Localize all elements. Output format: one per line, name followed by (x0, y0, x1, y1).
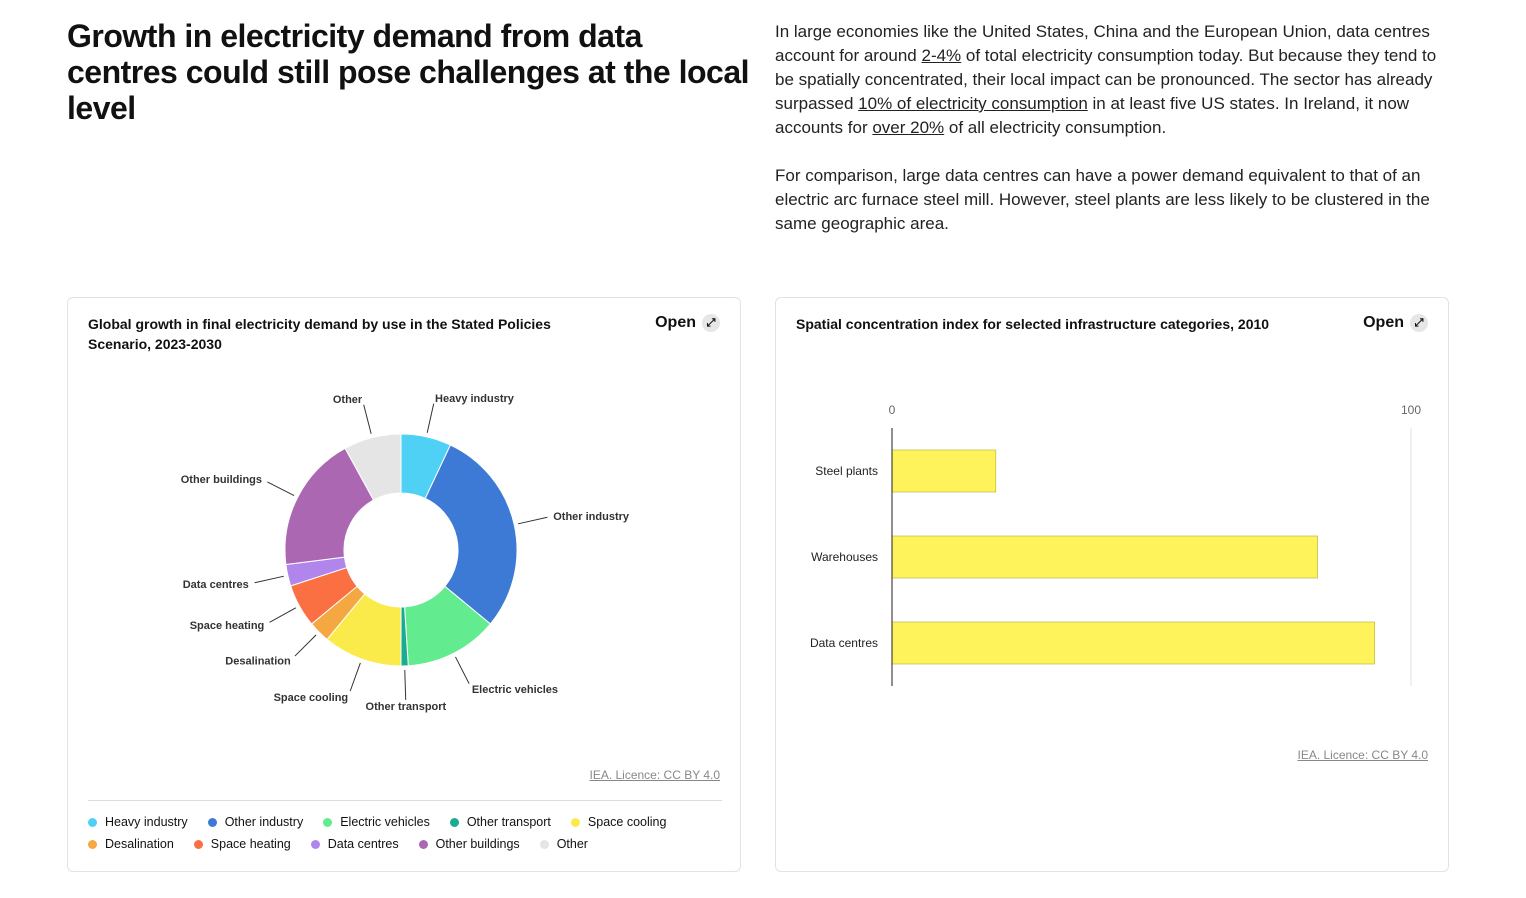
y-tick-label: Steel plants (815, 464, 878, 478)
legend-item: Other transport (449, 815, 551, 829)
legend-label: Space cooling (587, 815, 667, 829)
bar (891, 535, 1318, 579)
text: of all electricity consumption. (944, 118, 1167, 137)
open-button[interactable]: Open ⤢ (655, 314, 720, 332)
donut-segment (344, 433, 402, 501)
legend-swatch (88, 839, 97, 849)
page-title: Growth in electricity demand from data c… (67, 18, 750, 126)
legend: Heavy industry Other industry Electric veh… (88, 800, 722, 851)
legend-label: Electric vehicles (340, 815, 430, 829)
chart: Heavy industry Other industry Electric veh… (181, 393, 630, 713)
legend-item: Space cooling (570, 815, 667, 829)
segment-label: Other buildings (181, 474, 262, 486)
legend-swatch (193, 839, 203, 849)
legend-label: Other (556, 837, 588, 851)
open-label: Open (1363, 314, 1404, 331)
legend-item: Other (539, 837, 588, 851)
segment-label: Heavy industry (435, 393, 515, 405)
legend-item: Electric vehicles (323, 815, 430, 829)
legend-swatch (88, 817, 97, 827)
segment-label: Space heating (190, 620, 265, 632)
text: of total electricity consumption today. … (775, 46, 1437, 113)
text: For comparison, large data centres can h… (775, 166, 1430, 233)
open-icon: ⤢ (702, 314, 720, 332)
leader-line (269, 607, 297, 623)
link[interactable]: over 20% (872, 118, 945, 137)
bar (891, 621, 1375, 665)
legend-item: Heavy industry (88, 815, 188, 829)
leader-line (455, 656, 470, 684)
leader-line (363, 404, 372, 434)
chart-card: Heavy industry Other industry Electric veh… (67, 297, 741, 872)
chart-card: 0 100 Steel plants Warehouses Data centres S… (775, 297, 1449, 872)
chart-title: Spatial concentration index for selected… (796, 316, 1270, 332)
legend-item: Other buildings (418, 837, 520, 851)
legend-swatch (207, 817, 217, 827)
donut-segment (424, 444, 518, 625)
legend-item: Data centres (310, 837, 399, 851)
legend-item: Space heating (193, 837, 291, 851)
legend-label: Desalination (105, 837, 174, 851)
x-tick-label: 0 (889, 403, 896, 417)
legend-label: Heavy industry (105, 815, 188, 829)
legend-swatch (539, 839, 549, 849)
legend-label: Space heating (210, 837, 291, 851)
legend-label: Data centres (327, 837, 399, 851)
donut-segment (284, 447, 375, 566)
legend-item: Desalination (88, 837, 174, 851)
bar (891, 449, 997, 493)
x-tick-label: 100 (1401, 403, 1421, 417)
leader-line (404, 669, 407, 700)
open-label: Open (655, 314, 696, 331)
legend-swatch (323, 817, 333, 827)
segment-label: Other transport (366, 701, 447, 713)
segment-label: Electric vehicles (472, 684, 558, 696)
legend-swatch (310, 839, 320, 849)
segment-label: Other industry (553, 511, 630, 523)
leader-line (349, 662, 361, 692)
leader-line (518, 516, 548, 525)
open-button[interactable]: Open ⤢ (1363, 314, 1428, 332)
legend-label: Other transport (466, 815, 551, 829)
legend-label: Other industry (224, 815, 304, 829)
legend-swatch (570, 817, 580, 827)
paragraph: In large economies like the United State… (775, 20, 1455, 140)
chart: 0 100 Steel plants Warehouses Data centres (810, 403, 1421, 686)
source[interactable]: IEA. Licence: CC BY 4.0 (1297, 748, 1428, 762)
leader-line (267, 481, 295, 496)
leader-line (294, 634, 317, 657)
chart-title: Global growth in final electricity deman… (88, 316, 551, 352)
leader-line (254, 575, 284, 584)
legend-swatch (449, 817, 459, 827)
legend-item: Other industry (207, 815, 304, 829)
y-tick-label: Warehouses (811, 550, 878, 564)
link[interactable]: 2-4% (921, 46, 962, 65)
segment-label: Other (333, 394, 363, 406)
text: In large economies like the United State… (775, 22, 1430, 65)
link[interactable]: 10% of electricity consumption (858, 94, 1088, 113)
open-icon: ⤢ (1410, 314, 1428, 332)
text: in at least five US states. In Ireland, … (775, 94, 1410, 137)
segment-label: Desalination (225, 655, 291, 667)
source[interactable]: IEA. Licence: CC BY 4.0 (589, 768, 720, 782)
leader-line (426, 403, 435, 433)
segment-label: Data centres (183, 579, 249, 591)
legend-label: Other buildings (435, 837, 520, 851)
y-tick-label: Data centres (810, 636, 878, 650)
segment-label: Space cooling (274, 692, 349, 704)
paragraph: For comparison, large data centres can h… (775, 164, 1455, 236)
legend-swatch (418, 839, 428, 849)
